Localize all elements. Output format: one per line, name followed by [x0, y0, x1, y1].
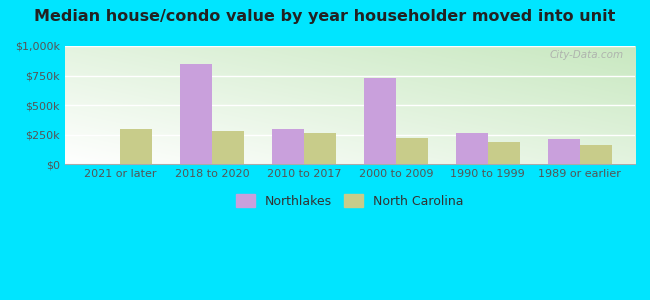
- Bar: [580, 145, 612, 164]
- Bar: [456, 133, 488, 164]
- Legend: Northlakes, North Carolina: Northlakes, North Carolina: [236, 194, 463, 208]
- Bar: [548, 140, 580, 164]
- Bar: [488, 142, 520, 164]
- Bar: [304, 134, 336, 164]
- Bar: [120, 129, 152, 164]
- Bar: [212, 131, 244, 164]
- Bar: [396, 138, 428, 164]
- Bar: [364, 78, 396, 164]
- Bar: [180, 64, 212, 164]
- Text: Median house/condo value by year householder moved into unit: Median house/condo value by year househo…: [34, 9, 616, 24]
- Text: City-Data.com: City-Data.com: [549, 50, 623, 59]
- Bar: [272, 129, 304, 164]
